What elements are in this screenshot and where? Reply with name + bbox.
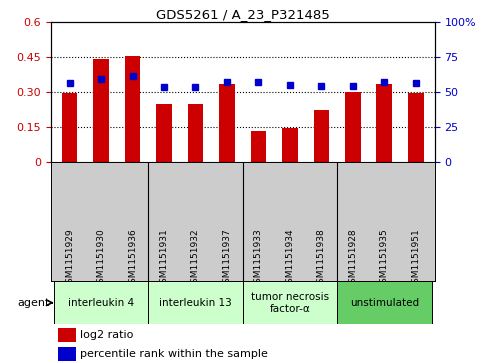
Title: GDS5261 / A_23_P321485: GDS5261 / A_23_P321485 xyxy=(156,8,329,21)
Bar xyxy=(345,91,361,162)
Bar xyxy=(148,281,243,324)
Text: interleukin 13: interleukin 13 xyxy=(159,298,232,308)
Bar xyxy=(243,281,337,324)
Bar xyxy=(125,56,141,162)
Bar xyxy=(58,328,76,342)
Bar xyxy=(93,59,109,162)
Bar xyxy=(282,128,298,162)
Bar xyxy=(251,131,266,162)
Bar xyxy=(156,105,172,162)
Text: tumor necrosis
factor-α: tumor necrosis factor-α xyxy=(251,292,329,314)
Text: interleukin 4: interleukin 4 xyxy=(68,298,134,308)
Bar xyxy=(313,110,329,162)
Text: log2 ratio: log2 ratio xyxy=(80,330,133,340)
Bar xyxy=(62,93,77,162)
Text: unstimulated: unstimulated xyxy=(350,298,419,308)
Bar xyxy=(187,105,203,162)
Bar xyxy=(376,83,392,162)
Bar xyxy=(54,281,148,324)
Bar xyxy=(58,347,76,361)
Bar xyxy=(219,83,235,162)
Bar xyxy=(408,93,424,162)
Text: agent: agent xyxy=(18,298,50,308)
Bar xyxy=(337,281,431,324)
Text: percentile rank within the sample: percentile rank within the sample xyxy=(80,350,268,359)
